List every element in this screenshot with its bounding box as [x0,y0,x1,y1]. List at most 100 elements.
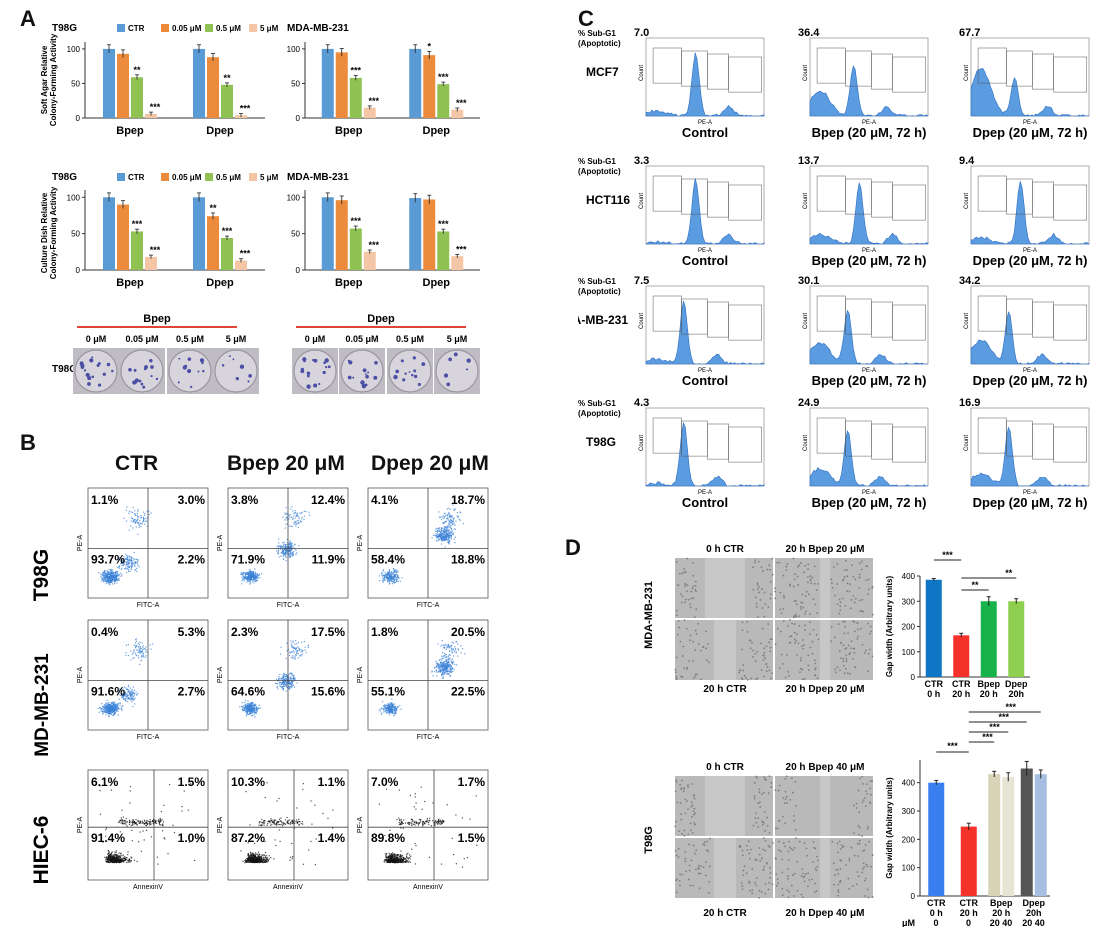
flow-event [111,581,113,583]
flow-event [111,712,113,714]
flow-event [129,786,132,788]
flow-event [241,701,243,704]
flow-event [388,580,390,583]
flow-event [435,530,437,533]
flow-event [446,646,448,649]
flow-event [302,863,305,865]
flow-event [289,552,292,554]
flow-event [454,650,456,652]
flow-event [391,708,393,710]
flow-event [447,666,449,668]
flow-event [449,657,451,659]
flow-event [280,685,282,687]
flow-event [128,691,130,693]
flow-event [439,820,441,822]
flow-event [252,857,254,859]
flow-event [438,667,440,669]
quadrant-q2-value: 20.5% [451,625,485,639]
flow-event [246,703,248,705]
flow-event [284,555,286,558]
significance-mark: *** [150,102,161,112]
ylabel-dish-2: Colony-Forming Activity [49,186,58,279]
flow-event [250,859,252,861]
flow-event [138,841,140,843]
flow-event [131,560,133,562]
flow-event [440,820,442,823]
flow-event [248,859,250,862]
flow-event [136,860,138,863]
flow-event [445,525,447,527]
flow-event [301,641,303,643]
significance-mark: *** [150,245,161,255]
flow-event [111,705,113,707]
flow-event [296,513,298,515]
flow-event [397,706,399,708]
flow-event [257,856,260,858]
flow-event [134,564,136,566]
y-tick-label: 100 [287,193,301,202]
flow-event [249,582,251,584]
flow-event [286,678,288,681]
flow-event [389,855,391,858]
flow-event [136,655,138,657]
flow-event [257,851,260,853]
flow-event [431,820,434,822]
flow-event [126,693,128,695]
flow-event [476,844,478,846]
flow-event [135,691,137,693]
flow-event [437,643,439,645]
flow-event [409,822,411,824]
flow-event [292,518,294,520]
flow-event [112,579,114,581]
flow-event [132,564,134,566]
flow-event [444,526,446,528]
flow-event [436,675,438,677]
flow-event [393,570,395,572]
flow-event [246,578,249,580]
y-tick-label: 100 [287,45,301,54]
flow-event [300,512,302,514]
flow-event [296,807,298,809]
flow-event [399,861,401,864]
flow-event [418,821,420,824]
flow-event [436,531,439,533]
flow-event [298,647,300,649]
flow-event [390,709,392,711]
flow-event [106,704,108,706]
flow-event [240,572,242,574]
flow-event [284,546,286,548]
flow-event [243,576,245,578]
flow-event [121,858,123,860]
flow-event [284,684,286,686]
flow-event [435,536,438,539]
flow-event [388,706,390,708]
flow-event [113,710,115,712]
flow-event [128,689,130,691]
flow-event [291,677,293,680]
flow-event [285,516,288,518]
flow-event [139,641,141,643]
flow-event [444,515,446,518]
flow-event [256,708,258,710]
flow-event [267,823,269,825]
flow-event [258,853,260,855]
flow-event [286,816,288,819]
flow-event [131,693,133,696]
flow-event [251,852,254,854]
flow-event [293,647,295,649]
flow-event [248,704,250,706]
flow-event [247,710,249,712]
flow-event [135,638,137,640]
flow-event [439,671,442,673]
flow-event [441,659,443,661]
flow-event [441,516,443,518]
flow-event [260,857,262,860]
flow-event [161,819,163,821]
flow-event [259,820,261,823]
flow-event [286,513,288,515]
flow-event [393,853,395,855]
flow-event [121,705,123,708]
flow-event [130,691,132,693]
flow-event [304,646,306,648]
flow-event [456,515,458,517]
